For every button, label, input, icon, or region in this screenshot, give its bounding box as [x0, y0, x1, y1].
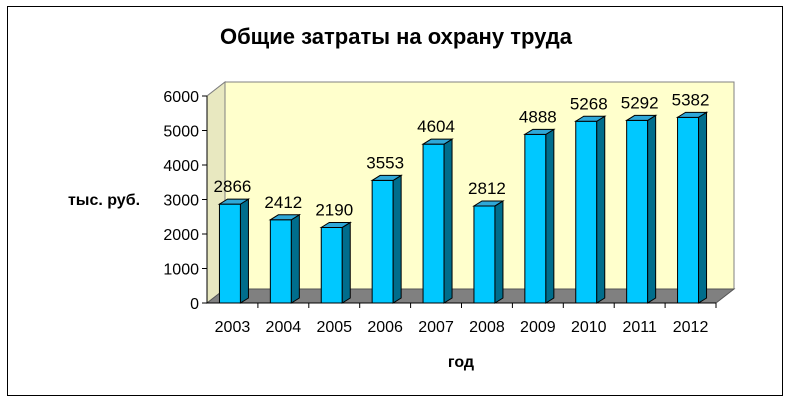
x-tick-label: 2009	[520, 319, 556, 336]
data-label: 5382	[672, 90, 710, 109]
data-label: 2866	[214, 177, 252, 196]
bar-top	[319, 221, 352, 228]
y-tick-label: 0	[190, 296, 199, 313]
x-tick-label: 2008	[469, 319, 505, 336]
x-tick-label: 2012	[673, 319, 709, 336]
data-label: 4604	[417, 117, 455, 136]
y-tick-label: 3000	[163, 193, 199, 210]
x-tick-label: 2006	[367, 319, 403, 336]
data-label: 3553	[366, 153, 404, 172]
x-tick-label: 2011	[622, 319, 657, 336]
y-tick-label: 2000	[163, 227, 199, 244]
bar	[269, 219, 292, 304]
data-label: 2812	[468, 179, 506, 198]
bar-top	[421, 138, 454, 145]
bar-side	[239, 198, 249, 304]
x-tick-label: 2003	[215, 319, 251, 336]
y-tick-label: 6000	[163, 89, 199, 106]
data-label: 5268	[570, 94, 608, 113]
x-axis-title: год	[448, 354, 474, 371]
bar	[320, 226, 343, 304]
bar	[677, 116, 700, 304]
bar	[422, 143, 445, 304]
bar	[473, 205, 496, 304]
y-tick-label: 1000	[163, 262, 199, 279]
bar-side	[494, 200, 504, 304]
bar-side	[545, 128, 555, 304]
x-tick-label: 2005	[316, 319, 352, 336]
bar-top	[217, 198, 251, 205]
x-tick-label: 2010	[571, 319, 607, 336]
bar-top	[624, 114, 658, 121]
data-label: 2190	[315, 200, 353, 219]
data-label: 4888	[519, 107, 557, 126]
bar-side	[698, 111, 708, 304]
chart-title: Общие затраты на охрану труда	[220, 24, 573, 49]
bar	[218, 203, 241, 304]
x-tick-label: 2004	[266, 319, 302, 336]
data-label: 2412	[264, 193, 302, 212]
plot-area: 0 1000 2000 3000 4000 5000 6000 2866 2003 2412 200…	[163, 80, 736, 336]
y-axis-title: тыс. руб.	[68, 192, 140, 209]
bar-side	[290, 213, 300, 304]
bar-side	[392, 174, 402, 304]
bar	[626, 119, 649, 304]
bar-side	[443, 138, 453, 304]
bar-top	[675, 111, 709, 118]
bar-side	[341, 221, 351, 304]
bar-top	[574, 115, 607, 122]
bar	[575, 120, 598, 304]
bar	[371, 179, 394, 304]
bar	[524, 133, 547, 304]
x-tick-label: 2007	[418, 319, 454, 336]
bar-top	[268, 214, 302, 221]
y-tick-label: 5000	[163, 124, 199, 141]
bar-top	[523, 128, 556, 135]
y-tick-label: 4000	[163, 158, 199, 175]
bar-side	[647, 114, 657, 304]
bar-side	[596, 115, 606, 304]
bar-top	[472, 200, 505, 207]
bar-top	[370, 174, 403, 181]
data-label: 5292	[621, 93, 659, 112]
